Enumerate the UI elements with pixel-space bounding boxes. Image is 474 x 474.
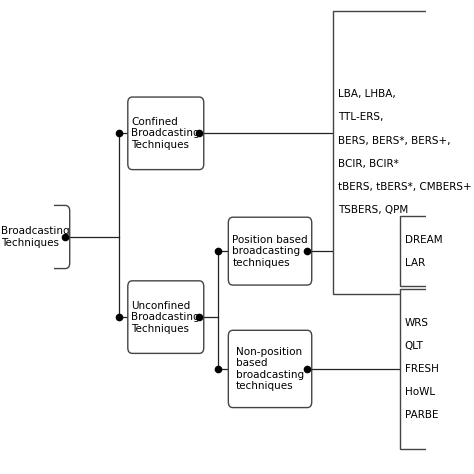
Text: WRS

QLT

FRESH

HoWL

PARBE: WRS QLT FRESH HoWL PARBE (405, 318, 439, 420)
Text: Position based
broadcasting
techniques: Position based broadcasting techniques (232, 235, 308, 268)
Text: Unconfined
Broadcasting
Techniques: Unconfined Broadcasting Techniques (131, 301, 200, 334)
FancyBboxPatch shape (1, 205, 70, 269)
FancyBboxPatch shape (401, 289, 453, 449)
FancyBboxPatch shape (128, 97, 204, 170)
Text: Non-position
based
broadcasting
techniques: Non-position based broadcasting techniqu… (236, 346, 304, 392)
FancyBboxPatch shape (333, 11, 430, 293)
FancyBboxPatch shape (401, 216, 453, 286)
Text: Broadcasting
Techniques: Broadcasting Techniques (1, 226, 70, 248)
FancyBboxPatch shape (128, 281, 204, 354)
Text: LBA, LHBA,

TTL-ERS,

BERS, BERS*, BERS+,

BCIR, BCIR*

tBERS, tBERS*, CMBERS+

: LBA, LHBA, TTL-ERS, BERS, BERS*, BERS+, … (338, 89, 472, 215)
Text: DREAM

LAR: DREAM LAR (405, 235, 442, 268)
FancyBboxPatch shape (228, 217, 312, 285)
Text: Confined
Broadcasting
Techniques: Confined Broadcasting Techniques (131, 117, 200, 150)
FancyBboxPatch shape (228, 330, 312, 408)
